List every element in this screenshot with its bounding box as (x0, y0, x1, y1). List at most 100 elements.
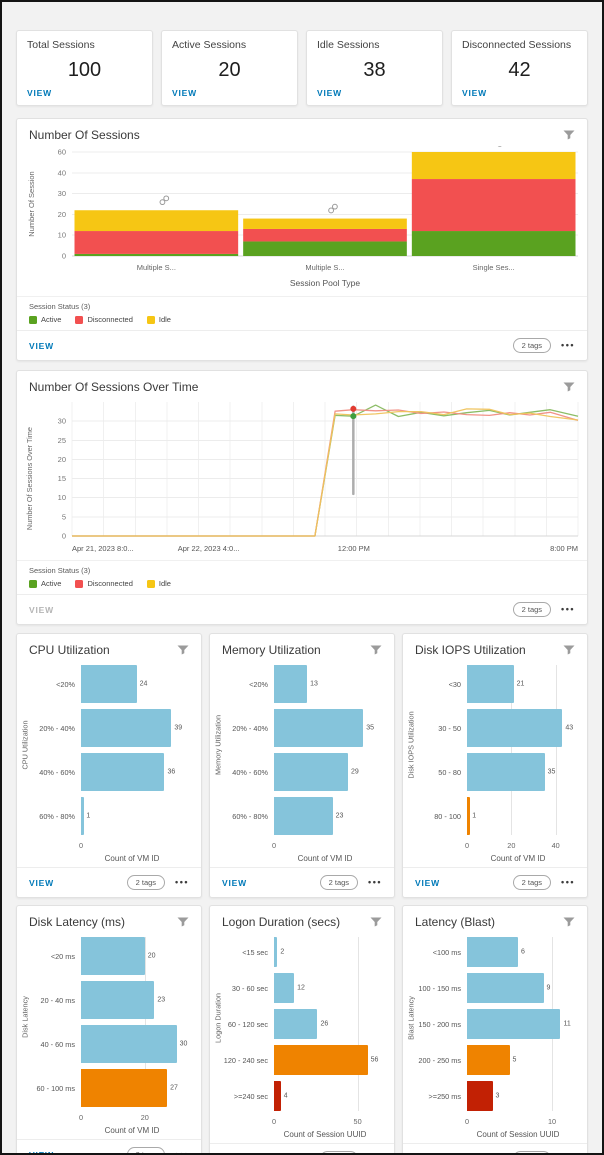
tags-badge[interactable]: 2 tags (512, 602, 552, 617)
x-tick-label: 40 (551, 841, 560, 850)
filter-icon[interactable] (563, 645, 575, 655)
bar-value-label: 1 (472, 812, 477, 820)
bar-segment-active[interactable] (411, 231, 576, 256)
hbar-chart: Logon Duration <15 sec 2 30 - 60 sec 12 60 - … (210, 931, 394, 1139)
legend-item-disconnected[interactable]: Disconnected (75, 579, 133, 588)
view-link[interactable]: VIEW (29, 1149, 54, 1155)
tags-badge[interactable]: 2 tags (512, 1151, 552, 1153)
bar[interactable] (274, 937, 278, 967)
tags-badge[interactable]: 2 tags (319, 1151, 359, 1153)
footer-actions: 2 tags ••• (126, 875, 189, 890)
filter-icon[interactable] (177, 645, 189, 655)
bar-segment-disconnected[interactable] (74, 231, 239, 254)
view-link[interactable]: VIEW (172, 88, 197, 98)
bar[interactable] (81, 937, 145, 975)
chart-card-disk_iops_utilization: Disk IOPS Utilization Disk IOPS Utilizati… (402, 633, 588, 898)
filter-icon[interactable] (177, 917, 189, 927)
view-link[interactable]: VIEW (27, 88, 52, 98)
bar-segment-disconnected[interactable] (243, 228, 407, 242)
legend-item-active[interactable]: Active (29, 315, 61, 324)
bar[interactable] (467, 709, 563, 747)
hbar-chart: Memory Utilization <20% 13 20% - 40% 35 40% -… (210, 659, 394, 863)
filter-icon[interactable] (370, 917, 382, 927)
bar[interactable] (274, 1045, 368, 1075)
link-icon[interactable] (328, 203, 338, 214)
bar-segment-active[interactable] (74, 253, 239, 256)
view-link[interactable]: VIEW (222, 877, 247, 888)
view-link[interactable]: VIEW (317, 88, 342, 98)
filter-icon[interactable] (563, 917, 575, 927)
bar-segment-idle[interactable] (411, 152, 576, 180)
more-options-icon[interactable]: ••• (561, 604, 575, 614)
bar-track: 12 (274, 973, 376, 1003)
more-options-icon[interactable]: ••• (368, 877, 382, 887)
view-link[interactable]: VIEW (29, 877, 54, 888)
card-footer: VIEW 2 tags ••• (17, 1139, 201, 1155)
bar[interactable] (274, 797, 333, 835)
bar-segment-disconnected[interactable] (411, 179, 576, 232)
link-icon[interactable] (159, 195, 170, 206)
more-options-icon[interactable]: ••• (175, 1149, 189, 1155)
view-link[interactable]: VIEW (29, 340, 54, 351)
bar[interactable] (467, 1009, 561, 1039)
more-options-icon[interactable]: ••• (561, 877, 575, 887)
more-options-icon[interactable]: ••• (175, 877, 189, 887)
hbar-row: 30 - 50 43 (411, 709, 579, 747)
category-label: 60% - 80% (39, 811, 75, 821)
card-footer: VIEW 2 tags ••• (17, 594, 587, 624)
tags-badge[interactable]: 2 tags (319, 875, 359, 890)
bar[interactable] (81, 797, 84, 835)
filter-icon[interactable] (563, 382, 575, 392)
tags-badge[interactable]: 2 tags (126, 1147, 166, 1153)
bar[interactable] (274, 665, 308, 703)
hbar-row: 200 - 250 ms 5 (411, 1045, 579, 1075)
legend-label: Disconnected (87, 579, 133, 588)
hbar-row: <15 sec 2 (218, 937, 386, 967)
bar[interactable] (274, 753, 348, 791)
legend-swatch (75, 579, 84, 588)
bar-segment-idle[interactable] (243, 218, 407, 229)
bar-segment-active[interactable] (243, 241, 407, 256)
bar[interactable] (274, 709, 364, 747)
bar[interactable] (274, 973, 295, 1003)
bar-segment-idle[interactable] (74, 210, 239, 232)
bar-track: 1 (467, 797, 569, 835)
legend-item-idle[interactable]: Idle (146, 315, 171, 324)
filter-icon[interactable] (563, 130, 575, 140)
bar[interactable] (467, 1081, 493, 1111)
bar[interactable] (467, 1045, 510, 1075)
filter-icon[interactable] (370, 645, 382, 655)
bar[interactable] (467, 753, 545, 791)
bar[interactable] (81, 1025, 177, 1063)
bar[interactable] (274, 1081, 281, 1111)
bar[interactable] (467, 797, 470, 835)
bar[interactable] (467, 973, 544, 1003)
legend-item-active[interactable]: Active (29, 579, 61, 588)
view-link[interactable]: VIEW (415, 877, 440, 888)
bar[interactable] (81, 665, 137, 703)
hbar-row: <20% 24 (25, 665, 193, 703)
view-link[interactable]: VIEW (29, 604, 54, 615)
more-options-icon[interactable]: ••• (561, 340, 575, 350)
bar[interactable] (467, 937, 518, 967)
bar-value-label: 39 (174, 724, 183, 732)
series-line-idle[interactable] (72, 408, 579, 537)
x-tick-label: 8:00 PM (550, 544, 578, 553)
bar-track: 24 (81, 665, 183, 703)
bar[interactable] (274, 1009, 318, 1039)
view-link[interactable]: VIEW (462, 88, 487, 98)
bar-track: 35 (274, 709, 376, 747)
card-header: CPU Utilization (17, 634, 201, 659)
tags-badge[interactable]: 2 tags (512, 338, 552, 353)
tags-badge[interactable]: 2 tags (512, 875, 552, 890)
hbar-row: 50 - 80 35 (411, 753, 579, 791)
bar[interactable] (81, 1069, 168, 1107)
bar[interactable] (81, 709, 172, 747)
bar[interactable] (467, 665, 514, 703)
legend-item-disconnected[interactable]: Disconnected (75, 315, 133, 324)
bar[interactable] (81, 753, 165, 791)
bar-value-label: 11 (563, 1020, 571, 1028)
tags-badge[interactable]: 2 tags (126, 875, 166, 890)
legend-item-idle[interactable]: Idle (146, 579, 171, 588)
bar[interactable] (81, 981, 155, 1019)
